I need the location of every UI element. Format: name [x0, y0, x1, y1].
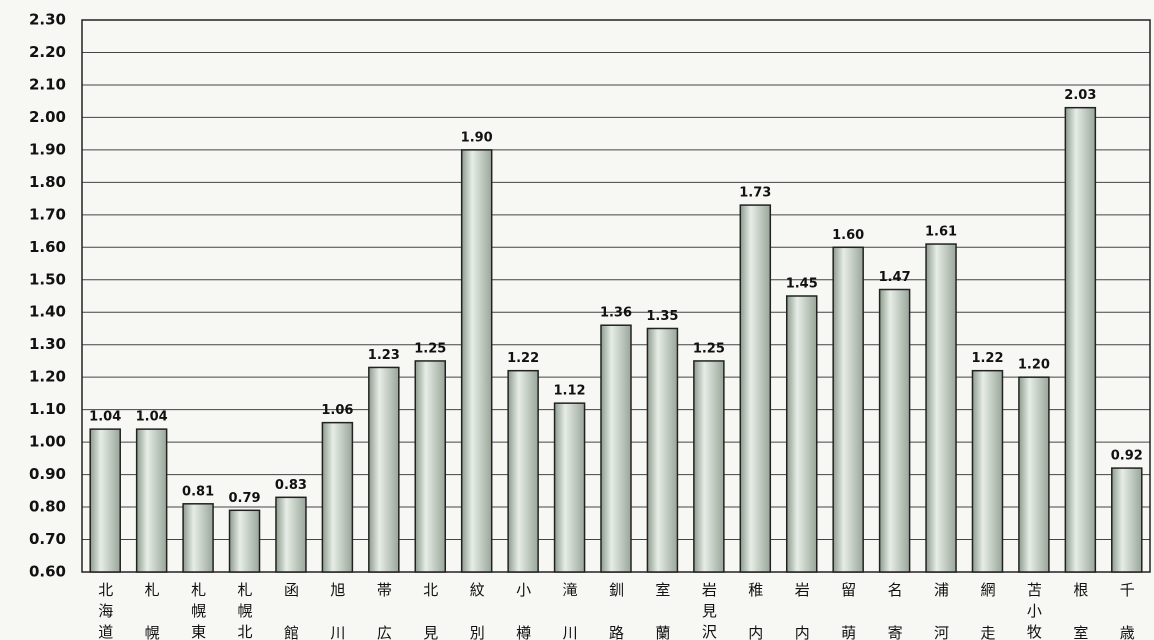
bar	[832, 246, 864, 573]
x-tick-label: 苫小牧	[1025, 582, 1043, 640]
x-tick-label: 函館	[282, 582, 300, 640]
bar	[460, 149, 493, 573]
bar	[553, 402, 586, 573]
value-label: 1.35	[646, 309, 678, 324]
x-tick-label: 岩内	[793, 582, 811, 640]
bar	[646, 327, 679, 573]
bar	[1018, 376, 1050, 573]
value-label: 0.81	[182, 484, 214, 499]
x-tick-label: 北見	[421, 582, 439, 640]
bar	[971, 369, 1004, 573]
y-tick-label: 1.90	[29, 140, 66, 158]
x-tick-label: 帯広	[375, 582, 393, 640]
bar	[1111, 467, 1143, 573]
value-label: 0.92	[1111, 449, 1143, 464]
value-label: 1.12	[554, 384, 586, 399]
bar	[1064, 106, 1097, 573]
y-tick-label: 1.40	[29, 303, 66, 321]
x-tick-label: 小樽	[514, 582, 532, 640]
y-tick-label: 0.70	[29, 530, 66, 548]
bar	[89, 428, 121, 573]
y-tick-label: 1.80	[29, 173, 66, 191]
x-tick-label: 稚内	[746, 582, 764, 640]
x-tick-label: 北海道	[96, 582, 114, 640]
value-label: 1.25	[414, 341, 446, 356]
y-tick-label: 0.60	[29, 563, 66, 581]
x-tick-label: 根室	[1071, 582, 1089, 640]
value-label: 1.23	[368, 348, 400, 363]
x-tick-label: 釧路	[607, 582, 625, 640]
y-tick-label: 2.10	[29, 75, 66, 93]
x-tick-label: 札幌東	[189, 582, 207, 640]
value-label: 1.45	[786, 277, 818, 292]
x-tick-label: 浦河	[932, 582, 950, 640]
value-label: 1.06	[321, 403, 353, 418]
bar	[693, 360, 725, 573]
value-label: 1.04	[89, 410, 121, 425]
bar	[228, 509, 261, 573]
bar	[507, 369, 539, 573]
bar	[368, 366, 400, 573]
y-tick-label: 2.20	[29, 43, 66, 61]
value-label: 0.79	[228, 491, 260, 506]
bar	[785, 295, 818, 573]
x-tick-label: 留萌	[839, 582, 857, 640]
x-tick-label: 滝川	[561, 582, 579, 640]
value-label: 1.04	[136, 410, 168, 425]
x-tick-label: 紋別	[468, 582, 486, 640]
value-label: 1.61	[925, 225, 957, 240]
value-label: 1.20	[1018, 358, 1050, 373]
y-tick-label: 1.50	[29, 270, 66, 288]
value-label: 0.83	[275, 478, 307, 493]
x-tick-label: 旭川	[328, 582, 346, 640]
value-label: 1.47	[879, 270, 911, 285]
bar	[135, 428, 168, 573]
bar	[739, 204, 772, 573]
y-tick-label: 2.00	[29, 108, 66, 126]
y-tick-label: 1.30	[29, 335, 66, 353]
value-label: 1.90	[461, 130, 493, 145]
y-tick-label: 0.80	[29, 498, 66, 516]
x-tick-label: 網走	[978, 582, 996, 640]
x-tick-label: 札幌	[143, 582, 161, 640]
bar	[925, 243, 957, 573]
y-tick-label: 1.10	[29, 400, 66, 418]
x-tick-label: 名寄	[886, 582, 904, 640]
x-tick-label: 札幌北	[236, 582, 254, 640]
y-tick-label: 1.70	[29, 205, 66, 223]
y-tick-label: 1.60	[29, 238, 66, 256]
y-tick-label: 1.00	[29, 433, 66, 451]
value-label: 2.03	[1064, 88, 1096, 103]
value-label: 1.25	[693, 341, 725, 356]
y-tick-label: 1.20	[29, 368, 66, 386]
value-label: 1.22	[507, 351, 539, 366]
bar	[182, 503, 214, 573]
x-tick-label: 室蘭	[653, 582, 671, 640]
y-tick-label: 2.30	[29, 11, 66, 29]
x-tick-label: 千歳	[1118, 582, 1136, 640]
bar	[321, 421, 354, 573]
value-label: 1.36	[600, 306, 632, 321]
bar	[600, 324, 632, 573]
x-tick-label: 岩見沢	[700, 582, 718, 640]
bar	[414, 360, 447, 573]
value-label: 1.22	[971, 351, 1003, 366]
value-label: 1.60	[832, 228, 864, 243]
value-label: 1.73	[739, 186, 771, 201]
bar	[275, 496, 307, 573]
y-tick-label: 0.90	[29, 465, 66, 483]
bar	[878, 288, 911, 573]
